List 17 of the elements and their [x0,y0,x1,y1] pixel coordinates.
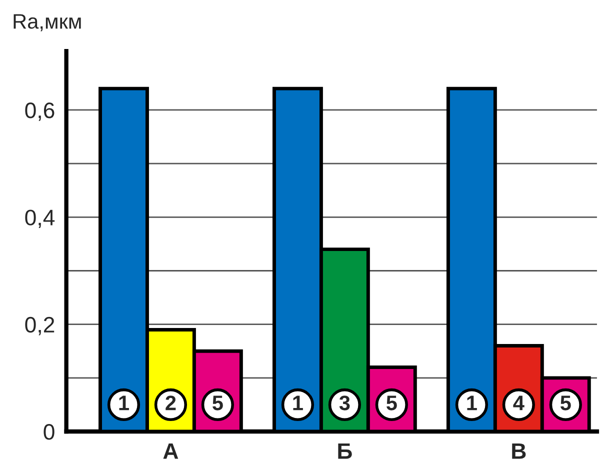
x-tick-label: А [163,443,178,459]
annotation: 1 [467,396,477,410]
y-axis-title: Ra,мкм [14,14,81,32]
annotation: 3 [339,396,350,410]
x-tick-label: В [512,443,526,459]
y-tick-label: 0,6 [25,102,54,121]
y-tick-label: 0,2 [25,316,54,336]
y-tick-label: 0 [44,424,54,440]
annotation: 1 [293,396,303,410]
y-tick-label: 0,4 [25,210,55,228]
annotation: 1 [119,396,129,410]
x-tick-label: Б [338,443,352,459]
annotation: 5 [560,396,571,410]
annotation: 2 [166,396,176,410]
annotation: 5 [212,396,223,410]
annotation: 5 [386,396,397,410]
annotation: 4 [513,396,524,410]
